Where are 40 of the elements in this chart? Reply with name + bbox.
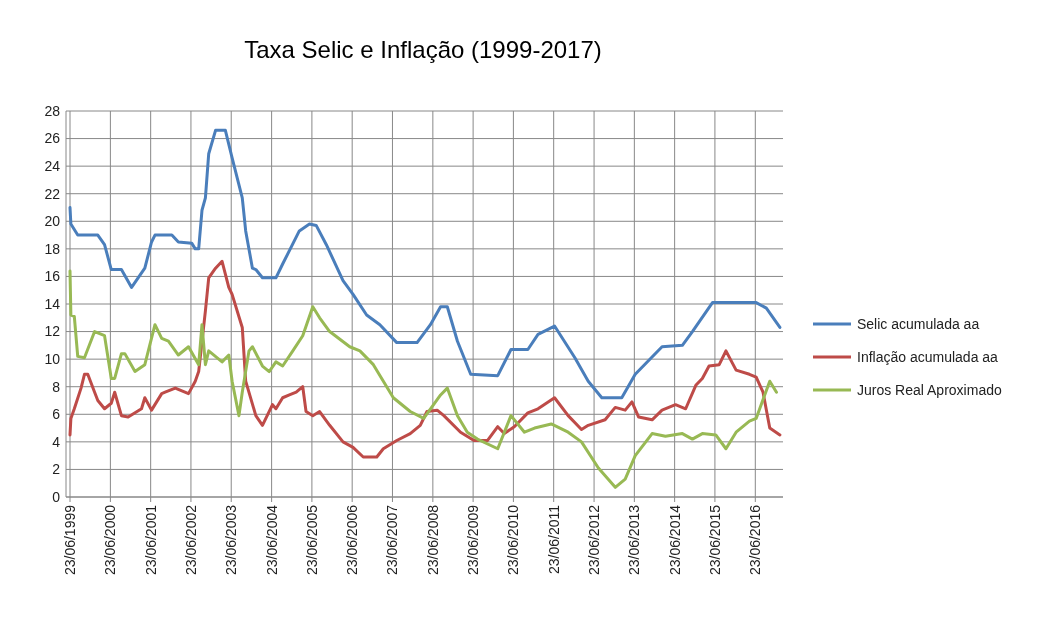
x-tick-label: 23/06/2000 bbox=[102, 504, 119, 576]
x-tick-label: 23/06/2008 bbox=[424, 504, 441, 576]
x-tick-label: 23/06/2010 bbox=[505, 504, 522, 576]
x-tick-label: 23/06/2003 bbox=[223, 504, 240, 576]
y-tick-label: 18 bbox=[44, 240, 61, 257]
y-tick-label: 20 bbox=[44, 213, 61, 230]
y-tick-label: 10 bbox=[44, 351, 61, 368]
y-tick-label: 0 bbox=[52, 488, 61, 505]
legend-label: Selic acumulada aa bbox=[857, 315, 980, 332]
y-tick-label: 4 bbox=[52, 433, 61, 450]
legend-label: Inflação acumulada aa bbox=[857, 348, 999, 365]
y-tick-label: 12 bbox=[44, 323, 61, 340]
y-tick-label: 2 bbox=[52, 461, 61, 478]
x-tick-label: 23/06/2006 bbox=[344, 504, 361, 576]
line-series bbox=[68, 269, 778, 489]
chart-title: Taxa Selic e Inflação (1999-2017) bbox=[244, 36, 602, 63]
x-tick-label: 23/06/1999 bbox=[61, 504, 78, 576]
x-tick-label: 23/06/2005 bbox=[303, 504, 320, 576]
y-tick-label: 26 bbox=[44, 130, 61, 147]
x-tick-label: 23/06/2009 bbox=[465, 504, 482, 576]
line-series bbox=[68, 128, 782, 400]
line-series bbox=[68, 259, 782, 459]
x-tick-label: 23/06/2012 bbox=[585, 504, 602, 576]
y-tick-label: 24 bbox=[44, 158, 61, 175]
x-tick-label: 23/06/2013 bbox=[626, 504, 643, 576]
x-tick-label: 23/06/2004 bbox=[263, 504, 280, 576]
y-tick-label: 14 bbox=[44, 295, 61, 312]
x-tick-label: 23/06/2011 bbox=[545, 504, 562, 575]
y-tick-label: 8 bbox=[52, 378, 61, 395]
x-tick-label: 23/06/2015 bbox=[706, 504, 723, 576]
y-tick-label: 16 bbox=[44, 268, 61, 285]
y-tick-label: 28 bbox=[44, 102, 61, 119]
x-tick-label: 23/06/2016 bbox=[747, 504, 764, 576]
y-tick-label: 6 bbox=[52, 406, 61, 423]
x-tick-label: 23/06/2014 bbox=[666, 504, 683, 576]
x-tick-label: 23/06/2007 bbox=[384, 504, 401, 576]
x-tick-label: 23/06/2002 bbox=[182, 504, 199, 576]
x-tick-label: 23/06/2001 bbox=[142, 504, 159, 576]
legend-label: Juros Real Aproximado bbox=[857, 381, 1002, 398]
y-tick-label: 22 bbox=[44, 185, 61, 202]
